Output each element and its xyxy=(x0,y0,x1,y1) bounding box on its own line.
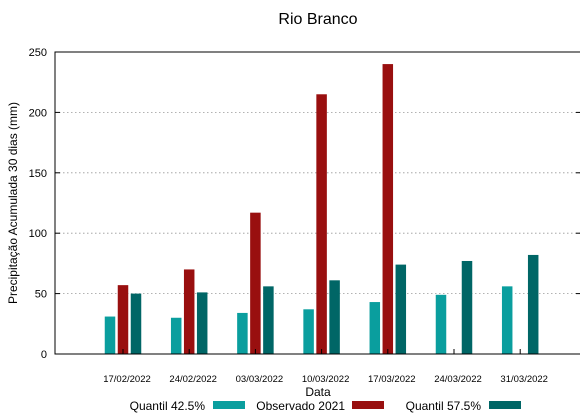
bar xyxy=(117,285,129,354)
legend-swatch xyxy=(489,401,521,409)
x-tick-label: 03/03/2022 xyxy=(236,374,284,385)
bar xyxy=(196,292,208,354)
bar xyxy=(329,280,340,354)
y-ticks: 0 50 100 150 200 250 xyxy=(29,47,580,361)
bar xyxy=(183,269,195,354)
bar xyxy=(170,317,182,354)
x-tick-label: 17/03/2022 xyxy=(368,374,416,385)
x-tick-label: 24/02/2022 xyxy=(169,374,217,385)
x-ticks: 17/02/2022 24/02/2022 03/03/2022 10/03/2022… xyxy=(103,349,548,385)
bar xyxy=(303,309,314,354)
chart-title: Rio Branco xyxy=(278,11,357,28)
x-tick-label: 24/03/2022 xyxy=(434,374,482,385)
legend: Quantil 42.5% Observado 2021 Quantil 57.5% xyxy=(130,399,521,413)
y-tick-label: 0 xyxy=(41,349,47,361)
legend-swatch xyxy=(213,401,245,409)
x-tick-label: 17/02/2022 xyxy=(103,374,151,385)
legend-label: Observado 2021 xyxy=(256,399,345,413)
y-tick-label: 250 xyxy=(29,47,47,59)
legend-label: Quantil 57.5% xyxy=(406,399,482,413)
y-axis-label: Precipitação Acumulada 30 dias (mm) xyxy=(6,102,20,304)
bar xyxy=(130,293,142,354)
legend-swatch xyxy=(352,401,384,409)
bar xyxy=(527,254,539,354)
x-tick-label: 10/03/2022 xyxy=(302,374,350,385)
bar xyxy=(435,294,447,354)
bar xyxy=(461,260,473,354)
bar xyxy=(250,212,261,354)
bar xyxy=(382,64,394,354)
x-tick-label: 31/03/2022 xyxy=(500,374,548,385)
y-tick-label: 200 xyxy=(29,107,47,119)
bar xyxy=(263,286,274,354)
y-tick-label: 150 xyxy=(29,168,47,180)
bar xyxy=(369,302,381,354)
bar xyxy=(395,264,407,354)
plot-frame xyxy=(54,51,580,355)
y-tick-label: 50 xyxy=(35,289,47,301)
bar xyxy=(104,316,116,354)
bars-layer xyxy=(104,64,539,354)
bar xyxy=(501,286,513,354)
y-tick-label: 100 xyxy=(29,228,47,240)
bar xyxy=(316,94,327,354)
bar xyxy=(237,312,248,354)
legend-label: Quantil 42.5% xyxy=(130,399,206,413)
x-axis-label: Data xyxy=(305,385,331,399)
